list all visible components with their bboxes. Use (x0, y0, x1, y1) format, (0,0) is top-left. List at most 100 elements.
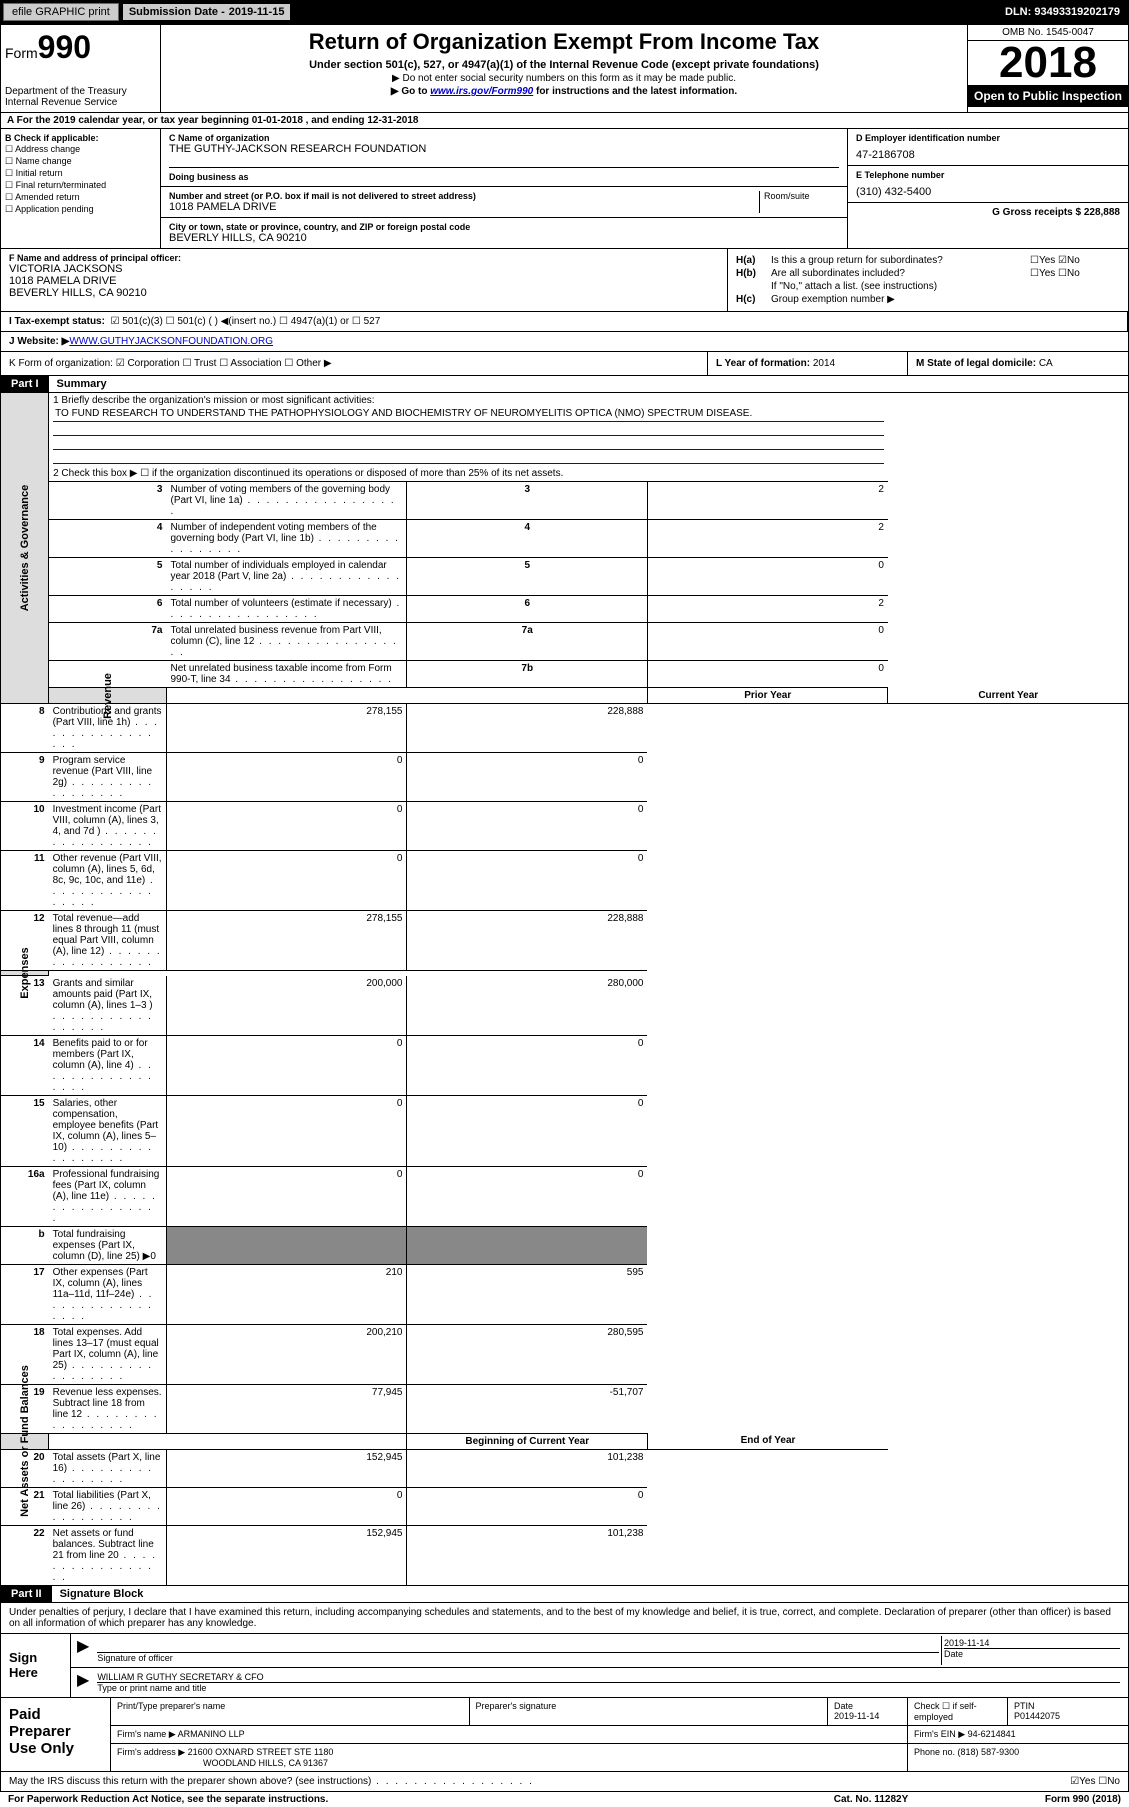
current-val: 0 (407, 1166, 648, 1226)
phone-label: Phone no. (914, 1747, 958, 1757)
paid-label: Paid Preparer Use Only (1, 1698, 111, 1771)
line-num: 6 (49, 596, 167, 623)
website-link[interactable]: WWW.GUTHYJACKSONFOUNDATION.ORG (69, 336, 273, 347)
ha-yn[interactable]: ☐Yes ☑No (1030, 255, 1120, 266)
gross-val: 228,888 (1084, 207, 1120, 218)
line-box: 4 (407, 520, 648, 558)
table-row: Net unrelated business taxable income fr… (1, 661, 1129, 688)
line-desc: Total expenses. Add lines 13–17 (must eq… (49, 1324, 167, 1384)
prep-name-head: Print/Type preparer's name (111, 1698, 470, 1725)
chk-final-return[interactable]: ☐ Final return/terminated (5, 180, 156, 191)
org-dba-label: Doing business as (169, 167, 839, 182)
table-row: 20 Total assets (Part X, line 16) 152,94… (1, 1449, 1129, 1487)
current-val: 280,595 (407, 1324, 648, 1384)
form-of-org[interactable]: K Form of organization: ☑ Corporation ☐ … (1, 352, 708, 375)
part-2-header: Part II Signature Block (0, 1586, 1129, 1603)
line-num: 5 (49, 558, 167, 596)
current-val: 595 (407, 1264, 648, 1324)
side-gov-text: Activities & Governance (19, 485, 31, 612)
header-right: OMB No. 1545-0047 2018 Open to Public In… (968, 25, 1128, 112)
prior-val: 0 (166, 753, 407, 802)
prep-ptin: PTINP01442075 (1008, 1698, 1128, 1725)
ptin-val: P01442075 (1014, 1711, 1060, 1721)
part-1-header: Part I Summary (0, 376, 1129, 393)
sign-here-label: Sign Here (1, 1634, 71, 1697)
mission-line2 (53, 422, 884, 436)
i-opts[interactable]: ☑ 501(c)(3) ☐ 501(c) ( ) ◀(insert no.) ☐… (111, 316, 381, 327)
current-val: 0 (407, 1095, 648, 1166)
hb-yn[interactable]: ☐Yes ☐No (1030, 268, 1120, 279)
efile-print-button[interactable]: efile GRAPHIC print (3, 3, 119, 21)
current-val: -51,707 (407, 1384, 648, 1433)
firm-city: WOODLAND HILLS, CA 91367 (203, 1758, 328, 1768)
line-desc: Salaries, other compensation, employee b… (49, 1095, 167, 1166)
gross-receipts: G Gross receipts $ 228,888 (848, 203, 1128, 222)
dln-label: DLN: (1005, 6, 1034, 18)
line-desc: Total liabilities (Part X, line 26) (49, 1487, 167, 1525)
prior-val (166, 1226, 407, 1264)
top-bar: efile GRAPHIC print Submission Date - 20… (0, 0, 1129, 24)
ptin-label: PTIN (1014, 1701, 1035, 1711)
form990-link[interactable]: www.irs.gov/Form990 (430, 86, 533, 97)
chk-application-pending[interactable]: ☐ Application pending (5, 204, 156, 215)
chk-initial-return[interactable]: ☐ Initial return (5, 168, 156, 179)
prior-val: 278,155 (166, 704, 407, 753)
line-num: 8 (1, 704, 49, 753)
section-deg: D Employer identification number 47-2186… (848, 129, 1128, 248)
table-row: 6 Total number of volunteers (estimate i… (1, 596, 1129, 623)
side-net: Net Assets or Fund Balances (1, 1433, 49, 1449)
table-row: 7a Total unrelated business revenue from… (1, 623, 1129, 661)
line-box: 3 (407, 482, 648, 520)
footer-mid: Cat. No. 11282Y (781, 1794, 961, 1805)
line-val: 0 (647, 661, 888, 688)
org-name-label: C Name of organization (169, 133, 839, 143)
current-val: 0 (407, 1035, 648, 1095)
m-label: M State of legal domicile: (916, 358, 1039, 369)
line-desc: Total unrelated business revenue from Pa… (166, 623, 407, 661)
ha-text: Is this a group return for subordinates? (771, 255, 1030, 266)
line-desc: Number of independent voting members of … (166, 520, 407, 558)
firm-ein: Firm's EIN ▶ 94-6214841 (908, 1726, 1128, 1743)
line-desc: Grants and similar amounts paid (Part IX… (49, 976, 167, 1036)
form-header: Form990 Department of the Treasury Inter… (0, 24, 1129, 113)
officer-sig-field[interactable]: Signature of officer (95, 1636, 942, 1665)
i-label: I Tax-exempt status: (9, 316, 105, 327)
side-expenses: Expenses (1, 971, 49, 976)
officer-city: BEVERLY HILLS, CA 90210 (9, 287, 719, 299)
current-val: 0 (407, 802, 648, 851)
line-desc: Total revenue—add lines 8 through 11 (mu… (49, 911, 167, 971)
table-row: 19 Revenue less expenses. Subtract line … (1, 1384, 1129, 1433)
line-val: 2 (647, 482, 888, 520)
prior-val: 200,000 (166, 976, 407, 1036)
year-formation: L Year of formation: 2014 (708, 352, 908, 375)
line-desc: Net unrelated business taxable income fr… (166, 661, 407, 688)
tax-year: 2018 (968, 41, 1128, 85)
line-num: 15 (1, 1095, 49, 1166)
firm-phone: Phone no. (818) 587-9300 (908, 1744, 1128, 1771)
prep-check[interactable]: Check ☐ if self-employed (908, 1698, 1008, 1725)
line2[interactable]: 2 Check this box ▶ ☐ if the organization… (49, 466, 888, 482)
signature-block: Under penalties of perjury, I declare th… (0, 1603, 1129, 1772)
department: Department of the Treasury Internal Reve… (5, 86, 156, 108)
summary-table: Activities & Governance 1 Briefly descri… (0, 393, 1129, 1586)
line-num: 4 (49, 520, 167, 558)
officer-name: WILLIAM R GUTHY SECRETARY & CFO (97, 1672, 1120, 1682)
line-val: 0 (647, 623, 888, 661)
discuss-row: May the IRS discuss this return with the… (0, 1772, 1129, 1792)
table-row: 8 Contributions and grants (Part VIII, l… (1, 704, 1129, 753)
chk-amended[interactable]: ☐ Amended return (5, 192, 156, 203)
current-val: 0 (407, 851, 648, 911)
line-box: 5 (407, 558, 648, 596)
discuss-yn[interactable]: ☑Yes ☐No (1070, 1776, 1120, 1787)
firm-ein-val: 94-6214841 (968, 1729, 1016, 1739)
line-num: 7a (49, 623, 167, 661)
chk-address-change[interactable]: ☐ Address change (5, 144, 156, 155)
discuss-text: May the IRS discuss this return with the… (9, 1776, 1070, 1787)
table-row: 15 Salaries, other compensation, employe… (1, 1095, 1129, 1166)
line-desc: Investment income (Part VIII, column (A)… (49, 802, 167, 851)
line-num: 9 (1, 753, 49, 802)
eoy-val: 101,238 (407, 1449, 648, 1487)
chk-name-change[interactable]: ☐ Name change (5, 156, 156, 167)
submission-label: Submission Date - (129, 6, 225, 18)
arrow-icon: ▶ (77, 1636, 89, 1665)
